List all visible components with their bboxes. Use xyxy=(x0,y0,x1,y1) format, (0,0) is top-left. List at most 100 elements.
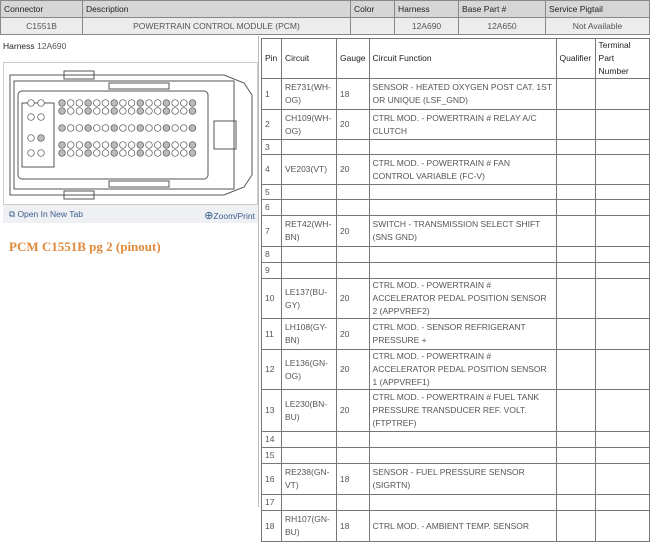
qualifier-cell xyxy=(555,78,596,110)
open-in-new-tab-link[interactable]: ⧉ Open In New Tab xyxy=(9,209,83,219)
gauge-cell: 20 xyxy=(336,318,370,350)
pin-cavity xyxy=(154,149,162,157)
pin-cavity xyxy=(84,124,92,132)
qualifier-cell xyxy=(555,463,596,495)
pin-cell: 17 xyxy=(261,494,282,511)
gauge-cell xyxy=(336,184,370,200)
qualifier-cell xyxy=(555,154,596,185)
connector-diagram[interactable] xyxy=(3,62,258,205)
terminal-cell xyxy=(594,349,650,390)
pin-cavity xyxy=(127,107,136,115)
pin-cavity xyxy=(127,124,136,132)
qualifier-cell xyxy=(555,510,596,542)
table-row: 4 VE203(VT) 20 CTRL MOD. - POWERTRAIN # FAN… xyxy=(261,154,650,185)
circuit-cell xyxy=(281,184,337,200)
pin-cell: 13 xyxy=(261,389,282,432)
function-cell xyxy=(368,246,557,263)
gauge-cell: 20 xyxy=(336,349,370,390)
gauge-cell xyxy=(336,447,370,464)
circuit-cell xyxy=(281,431,337,448)
pin-cavity xyxy=(27,99,35,107)
pin-cavity xyxy=(162,149,171,157)
pin-cell: 7 xyxy=(261,215,282,247)
terminal-cell xyxy=(594,246,650,263)
pin-cavity xyxy=(188,107,197,115)
terminal-cell xyxy=(594,278,650,319)
pin-cavity xyxy=(180,99,188,107)
pin-cavity xyxy=(37,134,45,142)
function-cell: CTRL MOD. - POWERTRAIN # ACCELERATOR PED… xyxy=(368,278,557,319)
qualifier-cell xyxy=(555,431,596,448)
pin-cavity xyxy=(180,107,188,115)
function-cell: CTRL MOD. - POWERTRAIN # ACCELERATOR PED… xyxy=(368,349,557,390)
table-row: 13 LE230(BN-BU) 20 CTRL MOD. - POWERTRAIN #… xyxy=(261,389,650,432)
qualifier-cell xyxy=(555,389,596,432)
pin-cavity xyxy=(127,99,136,107)
pin-cavity xyxy=(67,107,75,115)
pin-cavity xyxy=(75,99,84,107)
pin-cavity xyxy=(171,149,179,157)
qualifier-cell xyxy=(555,199,596,216)
circuit-cell xyxy=(281,447,337,464)
pin-cell: 10 xyxy=(261,278,282,319)
pin-cavity xyxy=(119,99,127,107)
pin-cell: 3 xyxy=(261,139,282,155)
pin-cavity xyxy=(145,141,153,149)
terminal-cell xyxy=(594,463,650,495)
qualifier-cell xyxy=(555,447,596,464)
pin-cavity xyxy=(58,107,66,115)
circuit-cell xyxy=(281,262,337,279)
pin-cell: 16 xyxy=(261,463,282,495)
pin-cavity xyxy=(188,149,197,157)
pin-cavity xyxy=(110,107,118,115)
qualifier-cell xyxy=(555,109,596,140)
pin-cavity xyxy=(93,124,101,132)
pin-cavity xyxy=(58,141,66,149)
qualifier-cell xyxy=(555,318,596,350)
gauge-cell: 20 xyxy=(336,215,370,247)
terminal-cell xyxy=(594,78,650,110)
pin-cavity xyxy=(127,141,136,149)
table-row: 16 RE238(GN-VT) 18 SENSOR - FUEL PRESSURE S… xyxy=(261,463,650,495)
circuit-cell: LE230(BN-BU) xyxy=(281,389,337,432)
function-cell xyxy=(368,494,557,511)
pin-cavity xyxy=(136,141,144,149)
pin-cavity xyxy=(75,149,84,157)
pin-cavity xyxy=(171,124,179,132)
circuit-cell: VE203(VT) xyxy=(281,154,337,185)
pin-cavity xyxy=(110,99,118,107)
gauge-cell: 20 xyxy=(336,278,370,319)
pin-cavity xyxy=(37,113,45,121)
base-part-value: 12A650 xyxy=(458,17,546,35)
color-value xyxy=(350,17,395,35)
qualifier-cell xyxy=(555,246,596,263)
pin-cavity xyxy=(188,99,197,107)
col-qualifier: Qualifier xyxy=(555,38,596,79)
pin-cell: 8 xyxy=(261,246,282,263)
table-row: 5 xyxy=(261,184,650,200)
function-cell xyxy=(368,199,557,216)
table-row: 17 xyxy=(261,494,650,511)
pin-cavity xyxy=(93,99,101,107)
circuit-cell: RH107(GN-BU) xyxy=(281,510,337,542)
terminal-cell xyxy=(594,494,650,511)
zoom-plus-icon: ⊕ xyxy=(204,210,214,222)
function-cell: SWITCH - TRANSMISSION SELECT SHIFT (SNS … xyxy=(368,215,557,247)
pin-cavity xyxy=(162,99,171,107)
pin-cavity xyxy=(119,141,127,149)
pin-cavity xyxy=(154,124,162,132)
pin-cavity xyxy=(101,141,110,149)
circuit-cell xyxy=(281,199,337,216)
pin-cell: 2 xyxy=(261,109,282,140)
function-cell: CTRL MOD. - POWERTRAIN # RELAY A/C CLUTC… xyxy=(368,109,557,140)
pin-cavity xyxy=(67,141,75,149)
circuit-cell: LH108(GY-BN) xyxy=(281,318,337,350)
circuit-cell xyxy=(281,246,337,263)
col-gauge: Gauge xyxy=(336,38,370,79)
pin-cavity xyxy=(67,124,75,132)
pin-cavity xyxy=(119,107,127,115)
zoom-print-link[interactable]: ⊕Zoom/Print xyxy=(204,210,255,222)
pin-cavity xyxy=(58,149,66,157)
pin-cavity xyxy=(145,124,153,132)
pin-cavity xyxy=(75,141,84,149)
